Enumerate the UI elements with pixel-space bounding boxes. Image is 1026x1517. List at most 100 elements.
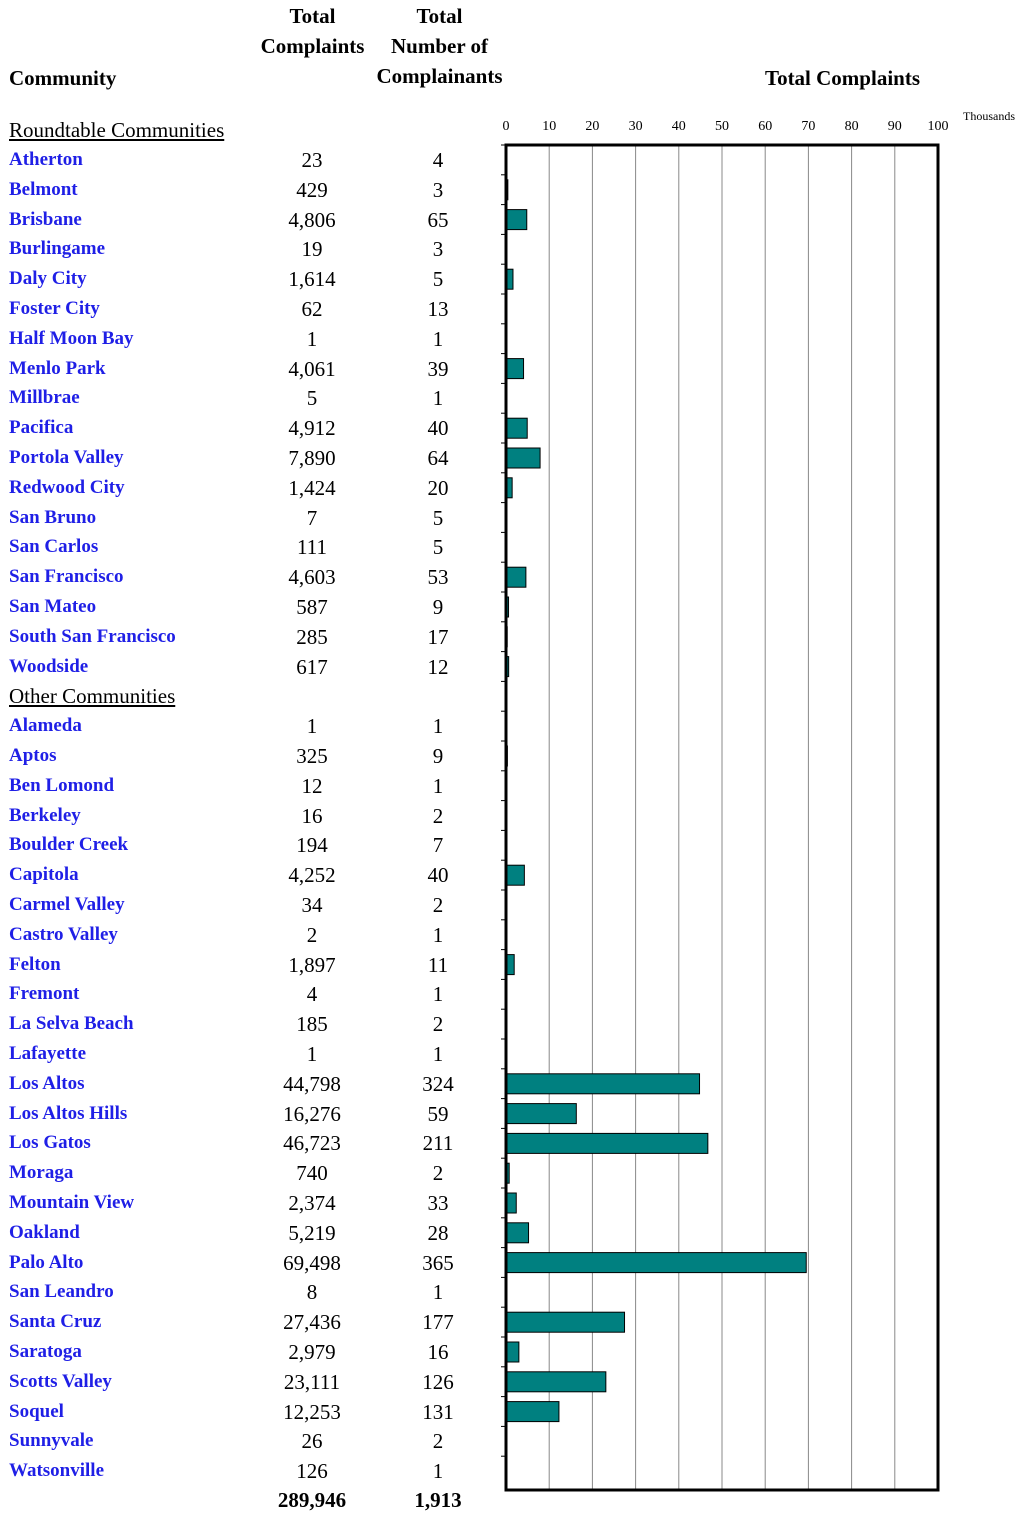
complainants-value: 1 <box>432 714 444 739</box>
header-community: Community <box>9 66 117 90</box>
complaints-value: 1 <box>306 714 318 739</box>
header-total-complaints-line2: Complaints <box>260 34 365 58</box>
complaints-value: 1,614 <box>288 267 336 292</box>
community-name: Foster City <box>9 298 100 319</box>
complainants-value: 59 <box>427 1101 449 1126</box>
complaints-value: 4,061 <box>288 356 336 381</box>
complaints-value: 16 <box>301 803 323 828</box>
complainants-value: 3 <box>432 177 444 202</box>
complainants-value: 40 <box>427 863 449 888</box>
complaints-value: 1 <box>306 326 318 351</box>
complainants-value: 1 <box>432 982 444 1007</box>
x-tick-label: 100 <box>928 119 949 134</box>
complainants-value: 39 <box>427 356 449 381</box>
complaints-value: 194 <box>296 833 328 858</box>
complaints-value: 16,276 <box>283 1101 341 1126</box>
bar <box>505 1311 626 1333</box>
complaints-value: 12,253 <box>283 1399 341 1424</box>
community-name: Sunnyvale <box>9 1430 94 1452</box>
bar <box>505 1103 577 1125</box>
bar <box>505 417 528 439</box>
complaints-value: 27,436 <box>283 1310 341 1335</box>
complaints-value: 7 <box>306 505 318 530</box>
community-name: Capitola <box>9 864 79 886</box>
community-name: Fremont <box>9 983 80 1005</box>
x-tick-label: 70 <box>801 119 815 134</box>
community-name: Boulder Creek <box>9 834 129 856</box>
complainants-value: 2 <box>432 1429 444 1454</box>
complainants-value: 7 <box>432 833 444 858</box>
community-name: Ben Lomond <box>9 774 115 796</box>
x-tick-label: 60 <box>758 119 772 134</box>
complainants-value: 1 <box>432 326 444 351</box>
x-tick-label: 30 <box>629 119 643 134</box>
complaints-value: 4,806 <box>288 207 336 232</box>
complainants-value: 2 <box>432 893 444 917</box>
community-name: Portola Valley <box>9 447 124 468</box>
complaints-value: 429 <box>296 177 328 202</box>
community-name: San Leandro <box>9 1281 114 1303</box>
complaints-value: 111 <box>297 535 327 560</box>
bar <box>505 447 541 469</box>
header-complainants: Total Number of Complainants <box>362 1 517 91</box>
bar <box>505 566 527 588</box>
complaints-value: 1,897 <box>288 952 336 977</box>
community-name: Los Gatos <box>9 1132 91 1154</box>
complainants-value: 9 <box>432 744 444 768</box>
complaints-value: 62 <box>301 297 323 321</box>
community-name: Saratoga <box>9 1341 82 1362</box>
bar <box>505 864 525 886</box>
community-name: Scotts Valley <box>9 1370 112 1392</box>
bar <box>505 1132 709 1154</box>
bar <box>505 209 528 231</box>
bar <box>505 358 525 380</box>
complaints-value: 2,979 <box>288 1340 336 1364</box>
complainants-value: 16 <box>427 1340 449 1364</box>
complainants-value: 1 <box>432 922 444 947</box>
bar <box>505 1073 701 1095</box>
header-complainants-line1: Total <box>416 4 463 28</box>
complaints-value: 4,252 <box>288 863 336 888</box>
complainants-value: 11 <box>427 952 449 977</box>
community-name: Redwood City <box>9 476 125 498</box>
complaints-value: 740 <box>296 1161 328 1186</box>
x-tick-label: 80 <box>845 119 859 134</box>
complainants-value: 1 <box>432 1042 444 1066</box>
community-name: Santa Cruz <box>9 1311 102 1333</box>
complaints-value: 617 <box>296 654 328 679</box>
complainants-value: 211 <box>422 1131 454 1156</box>
bar <box>505 1252 807 1274</box>
complainants-value: 2 <box>432 1161 444 1186</box>
community-name: Belmont <box>9 178 78 200</box>
complainants-value: 28 <box>427 1220 449 1245</box>
complainants-value: 3 <box>432 237 444 262</box>
complaints-value: 2,374 <box>288 1191 336 1215</box>
complaints-value: 285 <box>296 624 328 649</box>
community-name: Alameda <box>9 715 82 737</box>
complaints-value: 26 <box>301 1429 323 1454</box>
community-name: Watsonville <box>9 1460 105 1482</box>
x-tick-label: 40 <box>672 119 686 134</box>
community-name: Palo Alto <box>9 1251 84 1273</box>
community-name: San Francisco <box>9 566 124 588</box>
complaints-value: 23 <box>301 148 323 172</box>
community-name: Half Moon Bay <box>9 327 134 349</box>
complaints-value: 1 <box>306 1042 318 1066</box>
community-name: San Carlos <box>9 536 99 558</box>
community-name: Soquel <box>9 1400 64 1422</box>
complainants-value: 1 <box>432 386 444 411</box>
complaints-value: 69,498 <box>283 1250 341 1275</box>
complaints-value: 46,723 <box>283 1131 341 1156</box>
bar <box>505 1371 607 1393</box>
complainants-value: 2 <box>432 803 444 828</box>
community-name: Burlingame <box>9 238 106 260</box>
community-name: Mountain View <box>9 1192 135 1213</box>
community-name: Daly City <box>9 268 87 290</box>
complainants-value: 4 <box>432 148 444 172</box>
complainants-value: 365 <box>422 1250 454 1275</box>
bar <box>505 1192 517 1214</box>
complainants-value: 5 <box>432 535 444 560</box>
community-name: Moraga <box>9 1162 74 1184</box>
community-name: San Mateo <box>9 596 97 617</box>
community-name: Los Altos <box>9 1072 85 1094</box>
